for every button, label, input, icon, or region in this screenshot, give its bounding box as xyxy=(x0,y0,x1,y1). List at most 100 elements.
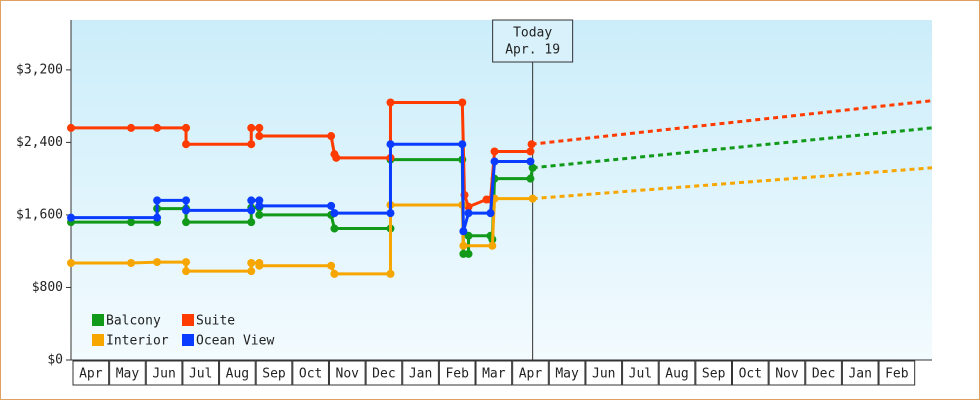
data-point xyxy=(255,261,264,270)
data-point xyxy=(153,196,162,205)
data-point xyxy=(182,140,191,149)
data-point xyxy=(247,267,256,276)
data-point xyxy=(330,269,339,278)
data-point xyxy=(459,227,468,236)
y-tick-label: $1,600 xyxy=(16,207,63,222)
legend-swatch xyxy=(92,334,104,346)
x-tick-box xyxy=(585,360,623,386)
data-point xyxy=(327,132,336,141)
data-point xyxy=(247,123,256,132)
data-point xyxy=(255,201,264,210)
x-tick-box xyxy=(255,360,293,386)
x-tick-label: Oct xyxy=(739,367,762,382)
data-point xyxy=(490,147,499,156)
data-point xyxy=(247,258,256,267)
data-point xyxy=(247,206,256,215)
data-point xyxy=(182,206,191,215)
x-tick-label: Apr xyxy=(519,367,543,382)
x-tick-box xyxy=(841,360,879,386)
x-tick-box xyxy=(512,360,549,386)
y-tick-label: $0 xyxy=(47,353,63,368)
data-point xyxy=(527,140,536,149)
data-point xyxy=(255,123,264,132)
data-point xyxy=(464,231,473,240)
data-point xyxy=(182,267,191,276)
data-point xyxy=(386,140,395,149)
x-tick-label: Aug xyxy=(665,367,688,382)
data-point xyxy=(526,157,535,166)
data-point xyxy=(127,123,136,132)
x-tick-label: Nov xyxy=(775,367,799,382)
data-point xyxy=(247,218,256,227)
data-point xyxy=(386,209,395,218)
x-tick-label: Apr xyxy=(79,367,103,382)
legend-label: Suite xyxy=(196,314,235,329)
data-point xyxy=(255,132,264,141)
data-point xyxy=(153,123,162,132)
x-tick-box xyxy=(402,360,439,386)
legend-label: Interior xyxy=(106,334,169,349)
x-tick-box xyxy=(768,360,806,386)
x-tick-label: Nov xyxy=(336,367,360,382)
x-tick-box xyxy=(182,360,220,386)
legend-swatch xyxy=(182,314,194,326)
today-label: Today xyxy=(513,26,552,41)
x-tick-box xyxy=(731,360,769,386)
data-point xyxy=(386,98,395,107)
x-tick-box xyxy=(622,360,659,386)
legend-swatch xyxy=(92,314,104,326)
data-point xyxy=(526,174,535,183)
legend-swatch xyxy=(182,334,194,346)
data-point xyxy=(327,261,336,270)
x-tick-box xyxy=(695,360,732,386)
x-tick-label: Jun xyxy=(592,367,615,382)
data-point xyxy=(255,210,264,219)
data-point xyxy=(464,209,473,218)
data-point xyxy=(330,224,339,233)
x-tick-label: Jun xyxy=(152,367,175,382)
data-point xyxy=(67,258,75,267)
x-tick-label: Sep xyxy=(702,367,726,382)
forecast-line xyxy=(532,166,933,201)
x-tick-box xyxy=(145,360,183,386)
x-tick-box xyxy=(658,360,696,386)
y-tick-label: $3,200 xyxy=(16,62,63,77)
x-tick-label: Jan xyxy=(409,367,432,382)
data-point xyxy=(67,123,75,132)
x-tick-label: Feb xyxy=(885,367,909,382)
x-tick-box xyxy=(328,360,366,386)
data-point xyxy=(526,147,535,156)
data-point xyxy=(327,201,336,210)
x-tick-label: Feb xyxy=(445,367,469,382)
data-point xyxy=(458,98,467,107)
x-tick-label: Dec xyxy=(372,367,395,382)
x-tick-label: May xyxy=(116,367,140,382)
data-point xyxy=(247,196,256,205)
x-tick-label: Jul xyxy=(189,367,212,382)
data-point xyxy=(153,258,162,267)
x-tick-box xyxy=(292,360,329,386)
data-point xyxy=(247,140,256,149)
x-tick-box xyxy=(109,360,146,386)
data-point xyxy=(127,218,136,227)
x-tick-box xyxy=(72,360,110,386)
data-point xyxy=(386,269,395,278)
data-point xyxy=(182,123,191,132)
x-tick-box xyxy=(365,360,403,386)
x-tick-box xyxy=(438,360,476,386)
data-point xyxy=(182,196,191,205)
data-point xyxy=(464,249,473,258)
series-line xyxy=(71,197,533,276)
x-tick-box xyxy=(548,360,586,386)
data-point xyxy=(464,202,473,211)
legend-label: Ocean View xyxy=(196,334,274,349)
forecast-line xyxy=(532,126,933,170)
data-point xyxy=(459,241,468,250)
data-point xyxy=(127,258,136,267)
data-point xyxy=(458,140,467,149)
data-point xyxy=(490,157,499,166)
data-point xyxy=(528,194,537,203)
data-point xyxy=(67,213,75,222)
